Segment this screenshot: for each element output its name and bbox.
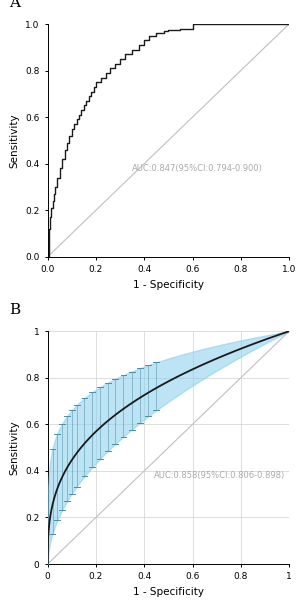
Text: AUC:0.847(95%CI:0.794-0.900): AUC:0.847(95%CI:0.794-0.900) [132, 164, 263, 173]
Text: B: B [9, 303, 20, 317]
X-axis label: 1 - Specificity: 1 - Specificity [133, 280, 204, 290]
Y-axis label: Sensitivity: Sensitivity [10, 113, 19, 167]
Text: AUC:0.858(95%CI:0.806-0.898): AUC:0.858(95%CI:0.806-0.898) [154, 471, 285, 480]
Y-axis label: Sensitivity: Sensitivity [10, 421, 19, 475]
Text: A: A [9, 0, 20, 10]
X-axis label: 1 - Specificity: 1 - Specificity [133, 587, 204, 597]
